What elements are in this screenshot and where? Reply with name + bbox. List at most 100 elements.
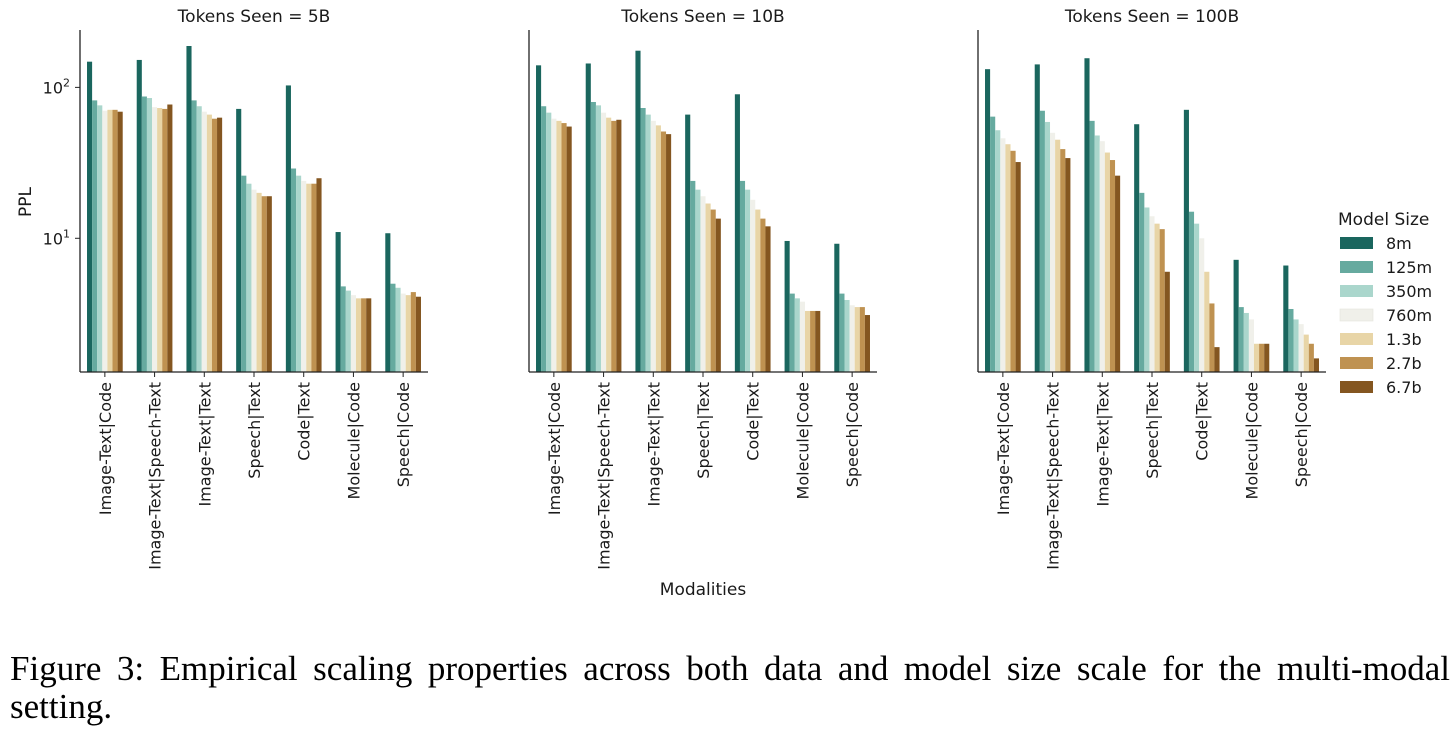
bar-125m-7: [1288, 308, 1294, 372]
legend-swatch-1.3b: [1340, 333, 1373, 345]
bar-350m-2: [146, 98, 153, 372]
bar-350m-6: [345, 290, 351, 372]
bar-125m-6: [789, 293, 795, 372]
bar-125m-1: [92, 100, 98, 372]
bar-8m-6: [784, 240, 790, 372]
bar-2.7b-1: [561, 123, 567, 372]
bar-125m-5: [290, 168, 297, 372]
legend-label-1.3b: 1.3b: [1386, 330, 1422, 349]
bar-760m-6: [1248, 319, 1254, 372]
bar-2.7b-7: [859, 307, 865, 372]
bar-2.7b-2: [1060, 149, 1066, 372]
bar-125m-1: [541, 106, 547, 372]
bar-6.7b-7: [1313, 358, 1319, 372]
bar-125m-7: [390, 283, 396, 372]
bar-350m-2: [1044, 121, 1051, 373]
bar-6.7b-4: [715, 218, 721, 372]
bar-760m-7: [1298, 324, 1304, 372]
legend: Model Size 8m 125m 350m 760m 1.3b 2.7b 6.7b: [1338, 210, 1432, 397]
bar-6.7b-6: [1264, 343, 1270, 372]
bar-2.7b-4: [710, 209, 716, 372]
bar-125m-3: [191, 100, 197, 372]
legend-swatch-8m: [1340, 237, 1373, 249]
bar-2.7b-1: [1010, 150, 1016, 372]
bar-125m-3: [640, 108, 646, 372]
bar-350m-4: [1144, 207, 1150, 372]
bar-350m-5: [745, 189, 751, 372]
bar-350m-6: [794, 298, 800, 372]
x-tick-label: Speech|Text: [694, 382, 713, 479]
bar-8m-1: [536, 65, 542, 372]
bar-125m-1: [990, 116, 996, 372]
bar-760m-1: [1000, 138, 1006, 372]
bar-1.3b-5: [306, 183, 312, 372]
x-tick-label: Image-Text|Code: [96, 382, 115, 515]
bar-8m-2: [1034, 64, 1040, 373]
bar-2.7b-1: [112, 109, 118, 372]
bar-2.7b-3: [211, 118, 218, 373]
bar-1.3b-4: [256, 192, 262, 372]
bar-1.3b-3: [655, 125, 661, 372]
bar-1.3b-7: [1303, 334, 1309, 372]
legend-label-8m: 8m: [1386, 234, 1412, 253]
bar-125m-2: [141, 96, 147, 372]
bar-760m-5: [301, 180, 307, 372]
legend-label-125m: 125m: [1386, 258, 1432, 277]
bar-6.7b-5: [765, 226, 771, 372]
bar-760m-3: [201, 111, 207, 372]
bar-6.7b-6: [815, 310, 821, 372]
legend-label-6.7b: 6.7b: [1386, 378, 1422, 397]
panel-1: Tokens Seen = 5B Image-Text|Code Image-Tex…: [43, 7, 428, 570]
bar-1.3b-1: [107, 109, 113, 372]
bar-350m-3: [196, 106, 202, 372]
bar-2.7b-6: [361, 298, 367, 372]
bar-1.3b-1: [556, 120, 562, 372]
x-tick-label: Molecule|Code: [793, 382, 812, 499]
bar-125m-2: [1039, 110, 1045, 372]
bar-1.3b-2: [1055, 139, 1061, 372]
bar-1.3b-7: [405, 295, 411, 372]
bar-760m-5: [1199, 238, 1205, 372]
bar-350m-7: [844, 300, 850, 372]
bar-350m-7: [1293, 319, 1299, 372]
bar-760m-3: [1099, 141, 1105, 372]
bar-6.7b-3: [1115, 175, 1121, 372]
x-tick-label: Speech|Text: [245, 382, 264, 479]
bar-125m-2: [590, 102, 596, 372]
x-tick-label: Code|Text: [744, 382, 763, 461]
bar-6.7b-2: [167, 104, 173, 372]
panels-layer: Tokens Seen = 5B Image-Text|Code Image-Tex…: [43, 7, 1326, 570]
bar-6.7b-6: [366, 298, 372, 372]
bar-125m-4: [690, 180, 696, 372]
x-tick-label: Image-Text|Text: [1093, 382, 1112, 507]
bar-125m-6: [1238, 307, 1244, 372]
bar-6.7b-4: [266, 196, 272, 372]
x-tick-label: Image-Text|Text: [644, 382, 663, 507]
legend-label-2.7b: 2.7b: [1386, 354, 1422, 373]
bar-1.3b-3: [206, 114, 212, 373]
bar-8m-3: [635, 50, 641, 372]
bar-2.7b-3: [660, 131, 667, 372]
x-tick-label: Image-Text|Speech-Text: [146, 382, 165, 570]
panel-title: Tokens Seen = 100B: [1064, 7, 1239, 27]
bar-1.3b-7: [854, 307, 860, 372]
bar-6.7b-1: [566, 126, 572, 372]
scaling-figure: Tokens Seen = 5B Image-Text|Code Image-Tex…: [16, 7, 1432, 600]
bar-350m-5: [1194, 223, 1200, 372]
x-tick-label: Speech|Text: [1143, 382, 1162, 479]
bar-350m-4: [695, 189, 701, 372]
bar-2.7b-7: [1308, 343, 1314, 372]
bar-2.7b-6: [810, 310, 816, 372]
x-tick-label: Molecule|Code: [1242, 382, 1261, 499]
bar-350m-1: [546, 112, 552, 373]
bar-8m-5: [285, 85, 291, 372]
bar-6.7b-3: [217, 117, 223, 372]
bar-760m-4: [1149, 216, 1155, 372]
bar-2.7b-3: [1109, 160, 1116, 372]
bar-350m-2: [595, 105, 602, 373]
bar-8m-3: [1084, 58, 1090, 372]
panel-title: Tokens Seen = 5B: [177, 7, 331, 27]
bar-8m-7: [834, 243, 840, 372]
figure-caption: Figure 3: Empirical scaling properties a…: [10, 649, 1450, 726]
y-tick-label: 102: [43, 76, 70, 97]
